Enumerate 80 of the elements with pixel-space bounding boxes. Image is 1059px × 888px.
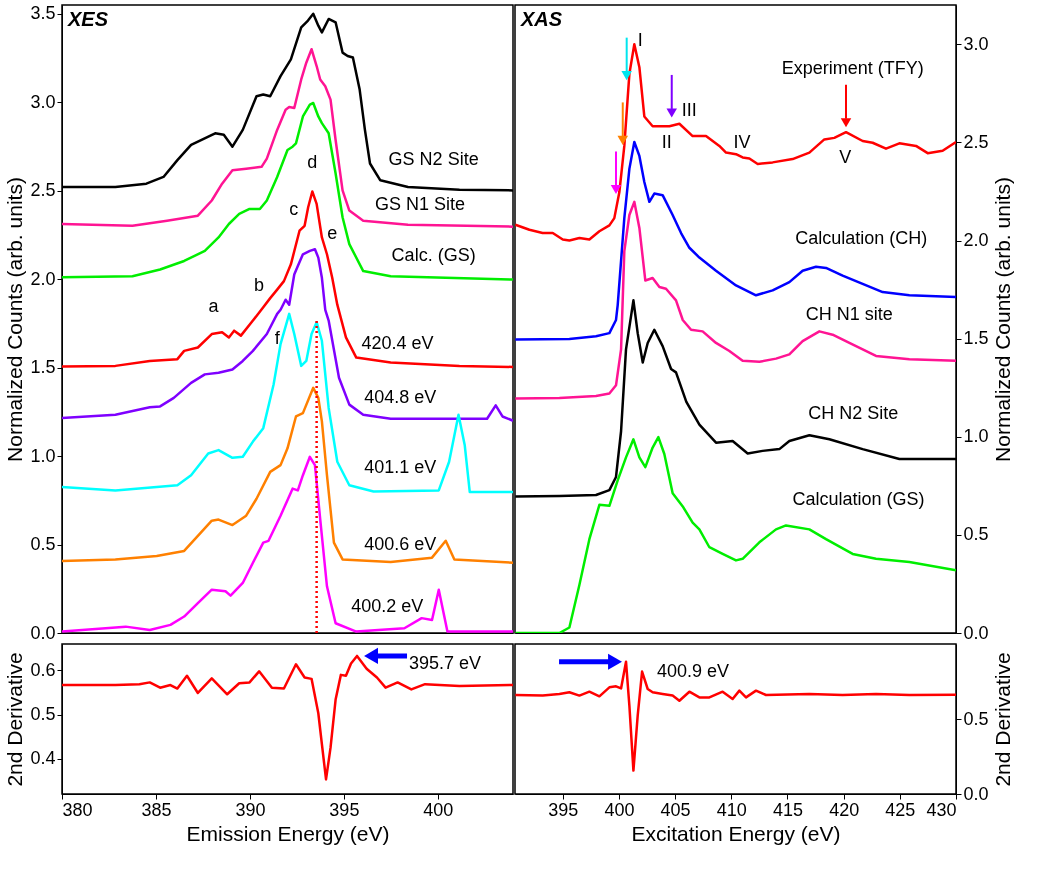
annotation: 395.7 eV [409, 652, 482, 673]
x-tick-label: 425 [885, 799, 916, 820]
y-tick-label: 2.0 [30, 268, 56, 289]
x-tick-label: 380 [62, 799, 93, 820]
annotation: II [661, 131, 672, 152]
annotation: I [637, 29, 643, 50]
annotation: c [289, 199, 299, 220]
x-tick-label: 385 [141, 799, 172, 820]
annotation: 401.1 eV [364, 457, 437, 478]
x-tick-label: 405 [660, 799, 691, 820]
annotation: CH N2 Site [808, 403, 899, 424]
y-tick-label: 0.0 [963, 783, 989, 804]
point [840, 118, 852, 128]
line-series [62, 312, 513, 494]
annotation: 400.2 eV [351, 595, 424, 616]
annotation: IV [733, 131, 751, 152]
y-tick-label: 2.5 [30, 180, 56, 201]
x-axis-title: Excitation Energy (eV) [631, 821, 841, 845]
y-tick-label: 3.0 [963, 33, 989, 54]
y-tick-label: 0.0 [30, 622, 56, 643]
y-tick-label: 1.5 [30, 357, 56, 378]
annotation: f [274, 328, 281, 349]
y-tick-label: 1.5 [963, 328, 989, 349]
y-axis-title: Normalized Counts (arb. units) [990, 177, 1014, 462]
y-tick-label: 3.5 [30, 3, 56, 24]
x-tick-label: 420 [829, 799, 860, 820]
point [666, 108, 677, 118]
x-tick-label: 395 [548, 799, 579, 820]
annotation: Calculation (GS) [792, 488, 925, 509]
y-tick-label: 2.5 [963, 131, 989, 152]
x-tick-label: 400 [423, 799, 454, 820]
point [610, 184, 622, 195]
line-series [515, 660, 956, 772]
annotation: 420.4 eV [361, 333, 434, 354]
line-series [62, 386, 513, 565]
y-tick-label: 1.0 [30, 445, 56, 466]
point [621, 71, 632, 81]
y-tick-label: 0.0 [963, 622, 989, 643]
x-tick-label: 395 [329, 799, 360, 820]
y-axis-title: 2nd Derivative [3, 652, 27, 787]
line-series [62, 248, 513, 422]
x-tick-label: 415 [772, 799, 803, 820]
point [617, 135, 628, 145]
x-tick-label: 410 [716, 799, 747, 820]
annotation: d [307, 151, 318, 172]
chart-title: XAS [520, 8, 563, 30]
y-tick-label: 3.0 [30, 91, 56, 112]
annotation: a [208, 296, 220, 317]
line-series [62, 190, 513, 369]
annotation: 400.9 eV [657, 660, 730, 681]
annotation: III [681, 99, 697, 120]
annotation: CH N1 site [805, 304, 893, 325]
annotation: 404.8 eV [364, 386, 437, 407]
x-tick-label: 430 [926, 799, 957, 820]
y-tick-label: 0.5 [963, 524, 989, 545]
chart-title: XES [67, 8, 109, 30]
line-series [62, 654, 513, 781]
annotation: e [327, 223, 338, 244]
y-axis-title: 2nd Derivative [990, 652, 1014, 787]
annotation: V [839, 146, 852, 167]
x-tick-label: 400 [604, 799, 635, 820]
y-tick-label: 0.5 [30, 704, 56, 725]
line-series [515, 200, 956, 400]
annotation: GS N1 Site [375, 194, 466, 215]
line-series [62, 47, 513, 228]
annotation: Calculation (CH) [795, 228, 928, 249]
y-tick-label: 1.0 [963, 426, 989, 447]
annotation: b [254, 275, 265, 296]
y-tick-label: 0.4 [30, 748, 56, 769]
y-tick-label: 2.0 [963, 230, 989, 250]
annotation: GS N2 Site [388, 149, 479, 170]
annotation: Experiment (TFY) [781, 58, 924, 79]
y-tick-label: 0.5 [30, 534, 56, 555]
y-axis-title: Normalized Counts (arb. units) [3, 177, 27, 462]
annotation: Calc. (GS) [391, 245, 476, 266]
annotation: 400.6 eV [364, 534, 437, 555]
x-tick-label: 390 [235, 799, 266, 820]
y-tick-label: 0.6 [30, 659, 56, 680]
y-tick-label: 0.5 [963, 708, 989, 729]
x-axis-title: Emission Energy (eV) [186, 821, 390, 845]
